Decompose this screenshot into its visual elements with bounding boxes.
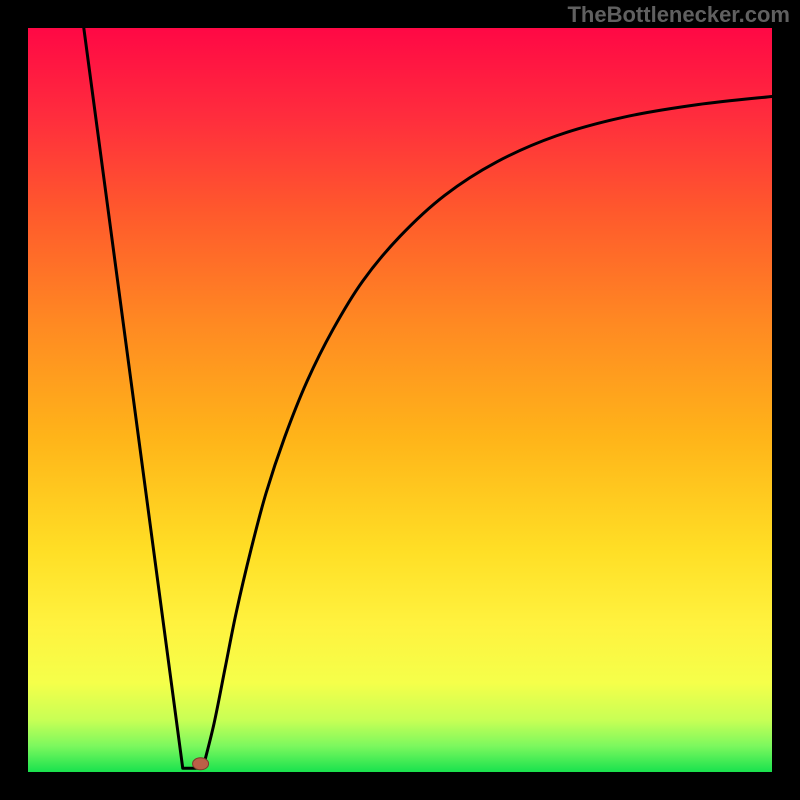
chart-frame: TheBottlenecker.com [0,0,800,800]
bottleneck-curve-svg [28,28,772,772]
watermark-text: TheBottlenecker.com [567,2,790,28]
plot-area [28,28,772,772]
bottleneck-curve-path [84,28,772,768]
